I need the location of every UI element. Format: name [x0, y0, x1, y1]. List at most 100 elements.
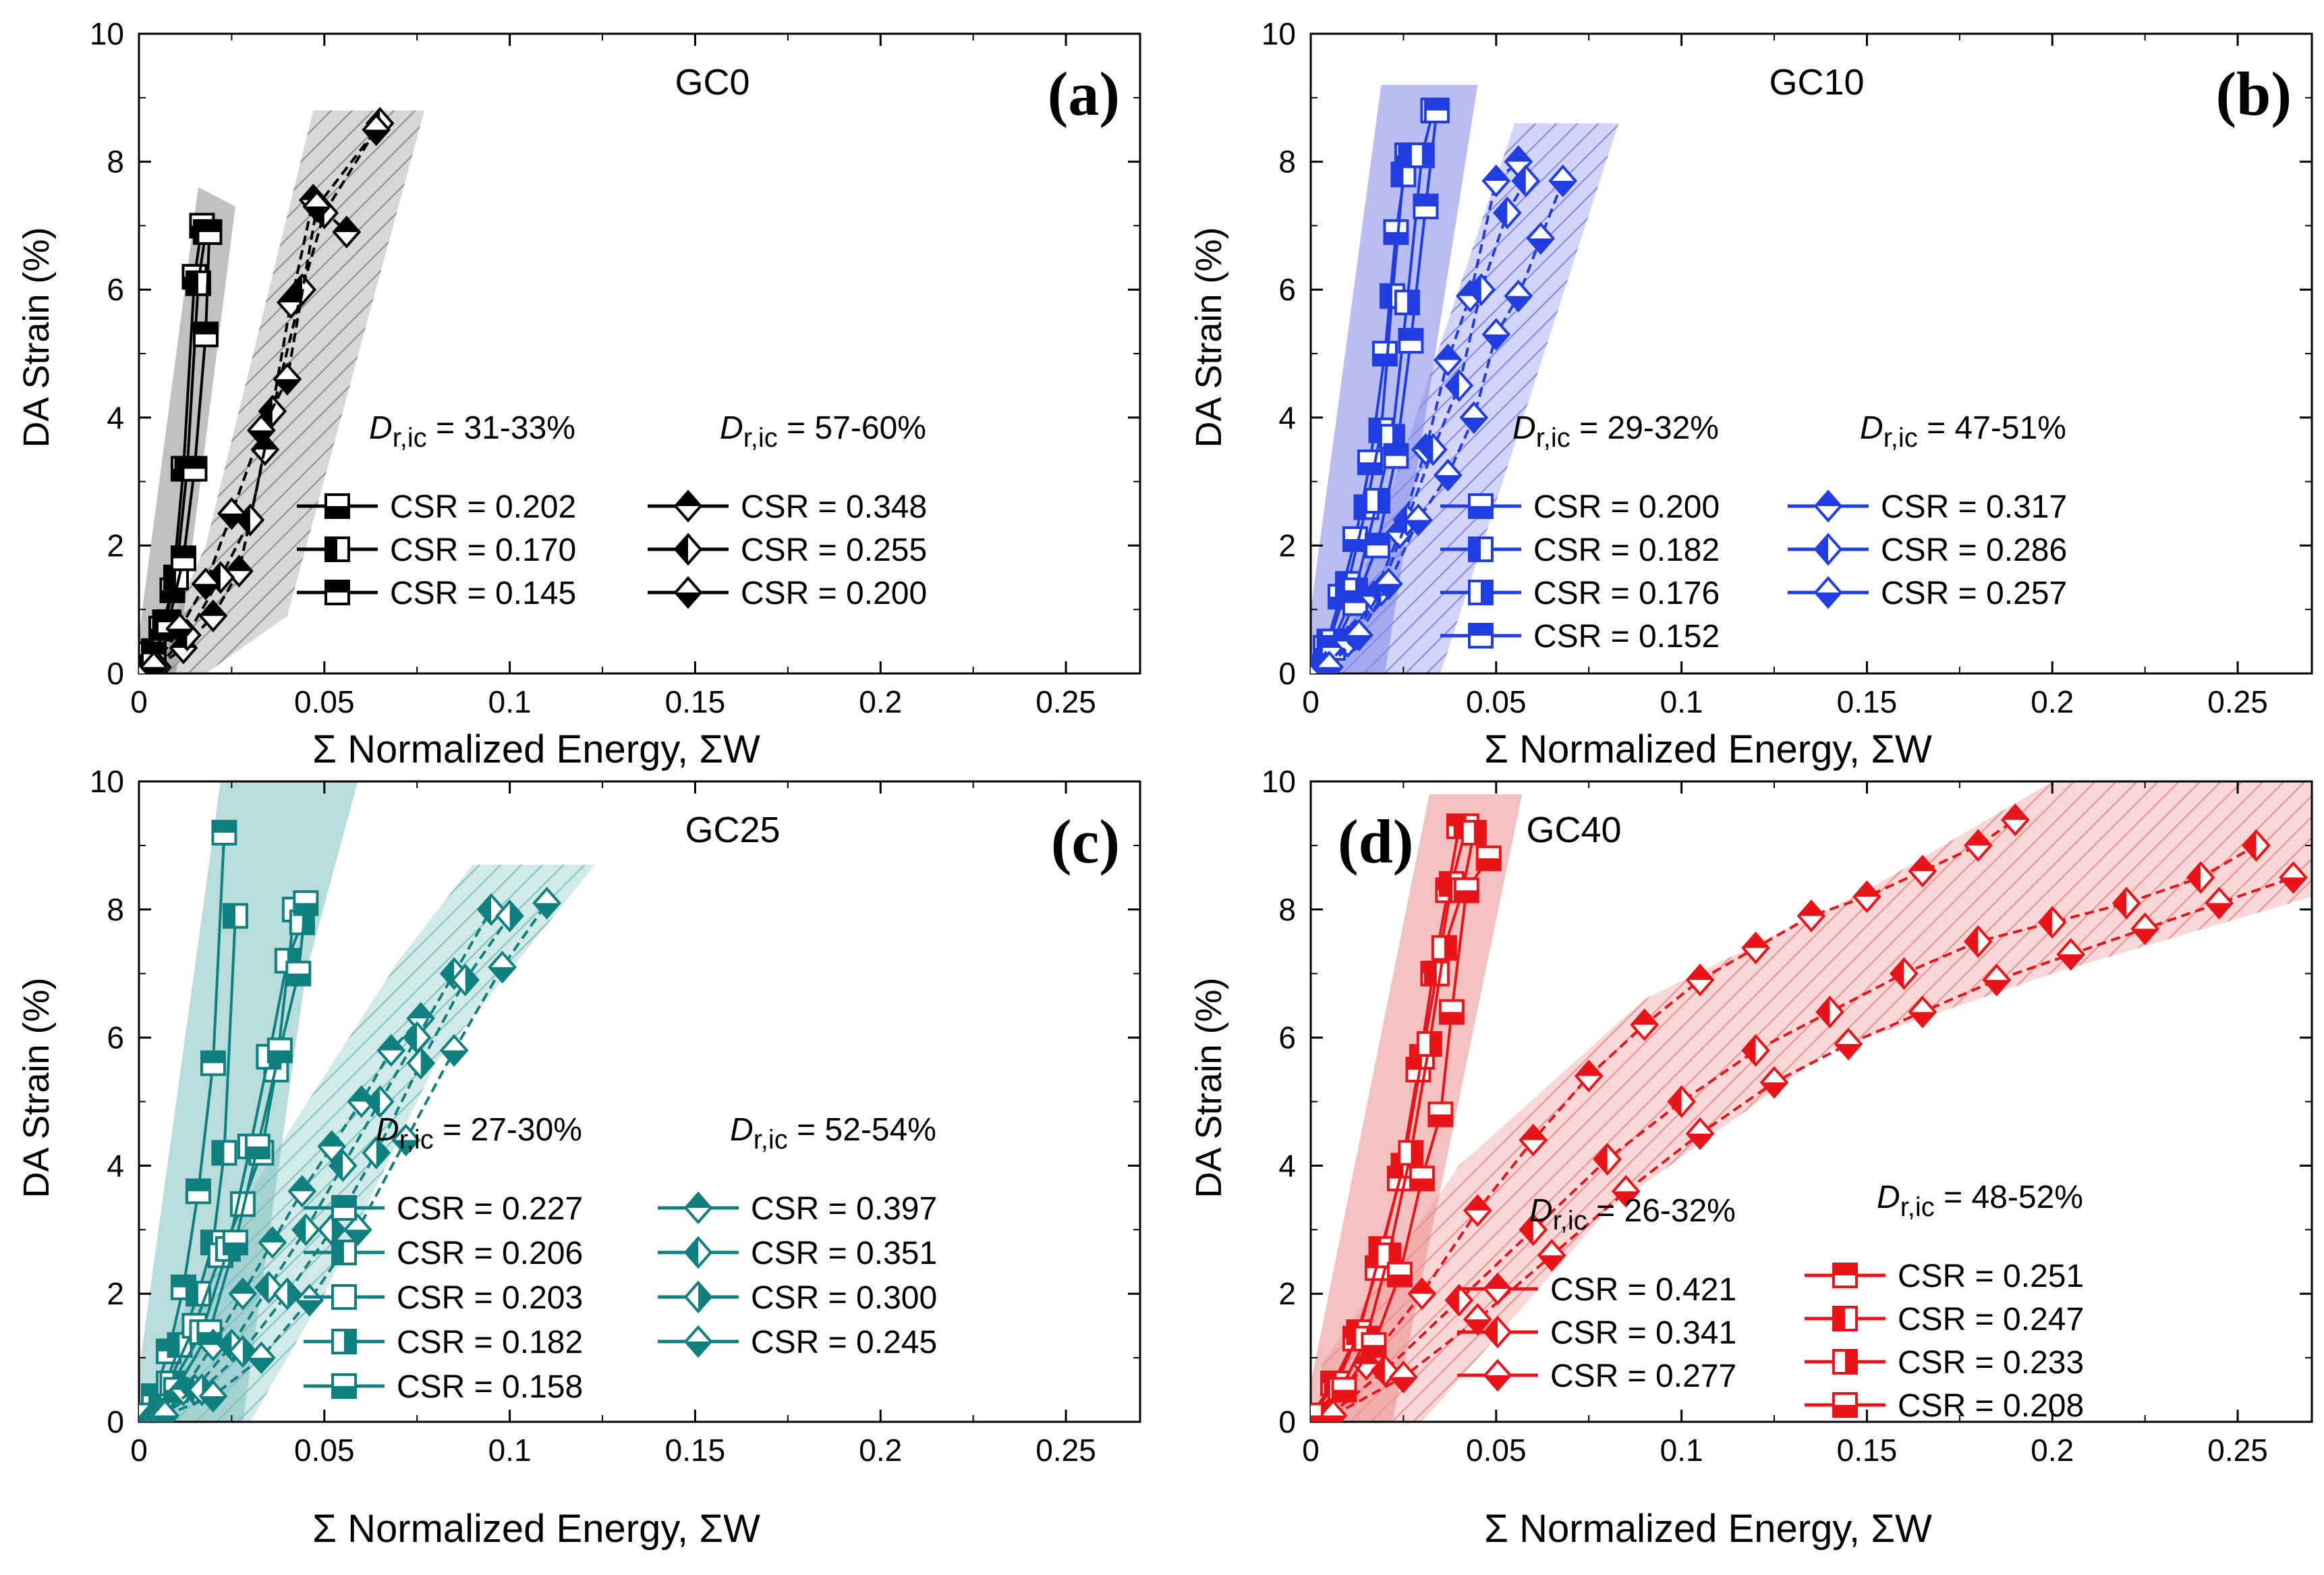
x-tick-label: 0.2 — [859, 1433, 902, 1468]
legend-header: Dr,ic = 57-60% — [720, 410, 926, 453]
data-point — [244, 1133, 271, 1159]
y-tick-label: 0 — [1278, 656, 1296, 691]
x-axis-label: Σ Normalized Energy, ΣW — [312, 1507, 760, 1551]
y-axis-label: DA Strain (%) — [1189, 977, 1229, 1198]
series-line — [152, 1017, 422, 1417]
y-tick-label: 6 — [107, 1020, 124, 1055]
band-group — [139, 110, 425, 673]
shaded-band — [139, 187, 235, 673]
hatched-band — [1322, 781, 2312, 1422]
x-tick-label: 0.1 — [488, 684, 532, 719]
x-tick-label: 0 — [130, 1433, 148, 1468]
data-point — [1423, 960, 1450, 987]
x-axis-label: Σ Normalized Energy, ΣW — [1484, 727, 1932, 771]
y-tick-label: 8 — [107, 144, 124, 179]
y-tick-label: 0 — [1278, 1404, 1296, 1439]
y-tick-label: 10 — [1262, 764, 1296, 799]
y-tick-label: 2 — [1278, 1276, 1296, 1311]
data-point — [222, 903, 248, 929]
chart-title: GC0 — [675, 62, 749, 103]
data-point — [222, 1229, 248, 1256]
hatched-band — [165, 110, 425, 673]
legend-header: Dr,ic = 29-32% — [1512, 410, 1719, 453]
legend-header: Dr,ic = 26-32% — [1529, 1193, 1736, 1236]
legend-entry-label: CSR = 0.227 — [397, 1191, 583, 1227]
y-tick-label: 8 — [1278, 144, 1296, 179]
x-tick-label: 0 — [1302, 684, 1320, 719]
y-tick-label: 2 — [107, 528, 124, 563]
data-point — [196, 219, 223, 245]
x-tick-label: 0.25 — [2207, 1433, 2268, 1468]
data-point — [1398, 1140, 1424, 1166]
data-point — [192, 321, 219, 348]
legend-marker — [324, 580, 350, 605]
legend-entry-label: CSR = 0.348 — [741, 489, 927, 525]
legend-entry-label: CSR = 0.251 — [1898, 1259, 2084, 1294]
y-tick-label: 4 — [1278, 400, 1296, 435]
data-point — [1475, 845, 1502, 871]
legend-entry-label: CSR = 0.233 — [1898, 1345, 2084, 1381]
legend-marker — [331, 1195, 357, 1221]
y-tick-label: 8 — [1278, 892, 1296, 927]
y-tick-label: 8 — [107, 892, 124, 927]
panel-label: (a) — [1048, 59, 1120, 128]
data-point — [1413, 193, 1439, 219]
legend-entry-label: CSR = 0.152 — [1533, 619, 1720, 655]
series-group — [1311, 803, 2308, 1422]
y-axis-label: DA Strain (%) — [16, 227, 57, 447]
series-line — [1328, 844, 2257, 1417]
legend-header: Dr,ic = 47-51% — [1860, 410, 2066, 453]
data-point — [211, 1140, 237, 1166]
legend-header: Dr,ic = 31-33% — [369, 410, 575, 453]
y-tick-label: 6 — [107, 272, 124, 307]
y-tick-label: 0 — [107, 1404, 124, 1439]
data-point — [170, 545, 196, 572]
legend-group: Dr,ic = 26-32% CSR = 0.421 CSR = 0.341 CSR … — [1457, 1193, 1736, 1394]
legend-marker — [1468, 536, 1494, 562]
legend-entry-label: CSR = 0.203 — [397, 1280, 583, 1316]
legend-marker — [331, 1240, 357, 1265]
data-point — [1342, 526, 1368, 552]
legend-entry-label: CSR = 0.286 — [1881, 532, 2067, 568]
series-line — [1332, 876, 2294, 1417]
legend-entry-label: CSR = 0.176 — [1533, 576, 1720, 611]
legend-entry-label: CSR = 0.317 — [1881, 489, 2067, 525]
x-tick-label: 0.15 — [665, 684, 726, 719]
data-point — [2130, 912, 2160, 945]
x-tick-label: 0.25 — [2207, 684, 2268, 719]
data-point — [150, 1399, 179, 1422]
legend-entry-label: CSR = 0.421 — [1550, 1272, 1736, 1308]
data-point — [1361, 1332, 1387, 1358]
data-point — [1438, 999, 1465, 1025]
legend-header: Dr,ic = 52-54% — [730, 1112, 936, 1155]
data-point — [247, 414, 276, 447]
legend-entry-label: CSR = 0.245 — [751, 1325, 937, 1360]
data-point — [285, 960, 312, 987]
x-tick-label: 0.2 — [2031, 684, 2074, 719]
data-point — [1364, 532, 1390, 559]
data-point — [200, 1050, 226, 1076]
legend-marker — [324, 493, 350, 519]
x-tick-label: 0.25 — [1036, 1433, 1096, 1468]
x-tick-label: 0.2 — [2031, 1433, 2074, 1468]
legend-entry-label: CSR = 0.200 — [741, 576, 927, 611]
x-tick-label: 0.15 — [665, 1433, 726, 1468]
data-point — [1342, 590, 1368, 616]
data-point — [1423, 97, 1450, 123]
legend-entry-label: CSR = 0.182 — [397, 1325, 583, 1360]
x-tick-label: 0.2 — [859, 684, 902, 719]
y-tick-label: 10 — [90, 16, 124, 51]
x-axis-label: Σ Normalized Energy, ΣW — [1484, 1507, 1932, 1551]
legend-group: Dr,ic = 52-54% CSR = 0.397 CSR = 0.351 CSR … — [658, 1112, 937, 1360]
legend-entry-label: CSR = 0.200 — [1533, 489, 1720, 525]
legend-marker — [1832, 1392, 1858, 1418]
legend-entry-label: CSR = 0.247 — [1898, 1302, 2084, 1337]
legend-entry-label: CSR = 0.182 — [1533, 532, 1720, 568]
y-tick-label: 4 — [1278, 1148, 1296, 1183]
panel-d-gc40: DA Strain (%) Σ Normalized Energy, ΣW 0 0… — [1189, 764, 2313, 1551]
data-point — [1371, 341, 1398, 366]
x-tick-label: 0.1 — [1660, 1433, 1703, 1468]
data-point — [185, 1178, 211, 1205]
